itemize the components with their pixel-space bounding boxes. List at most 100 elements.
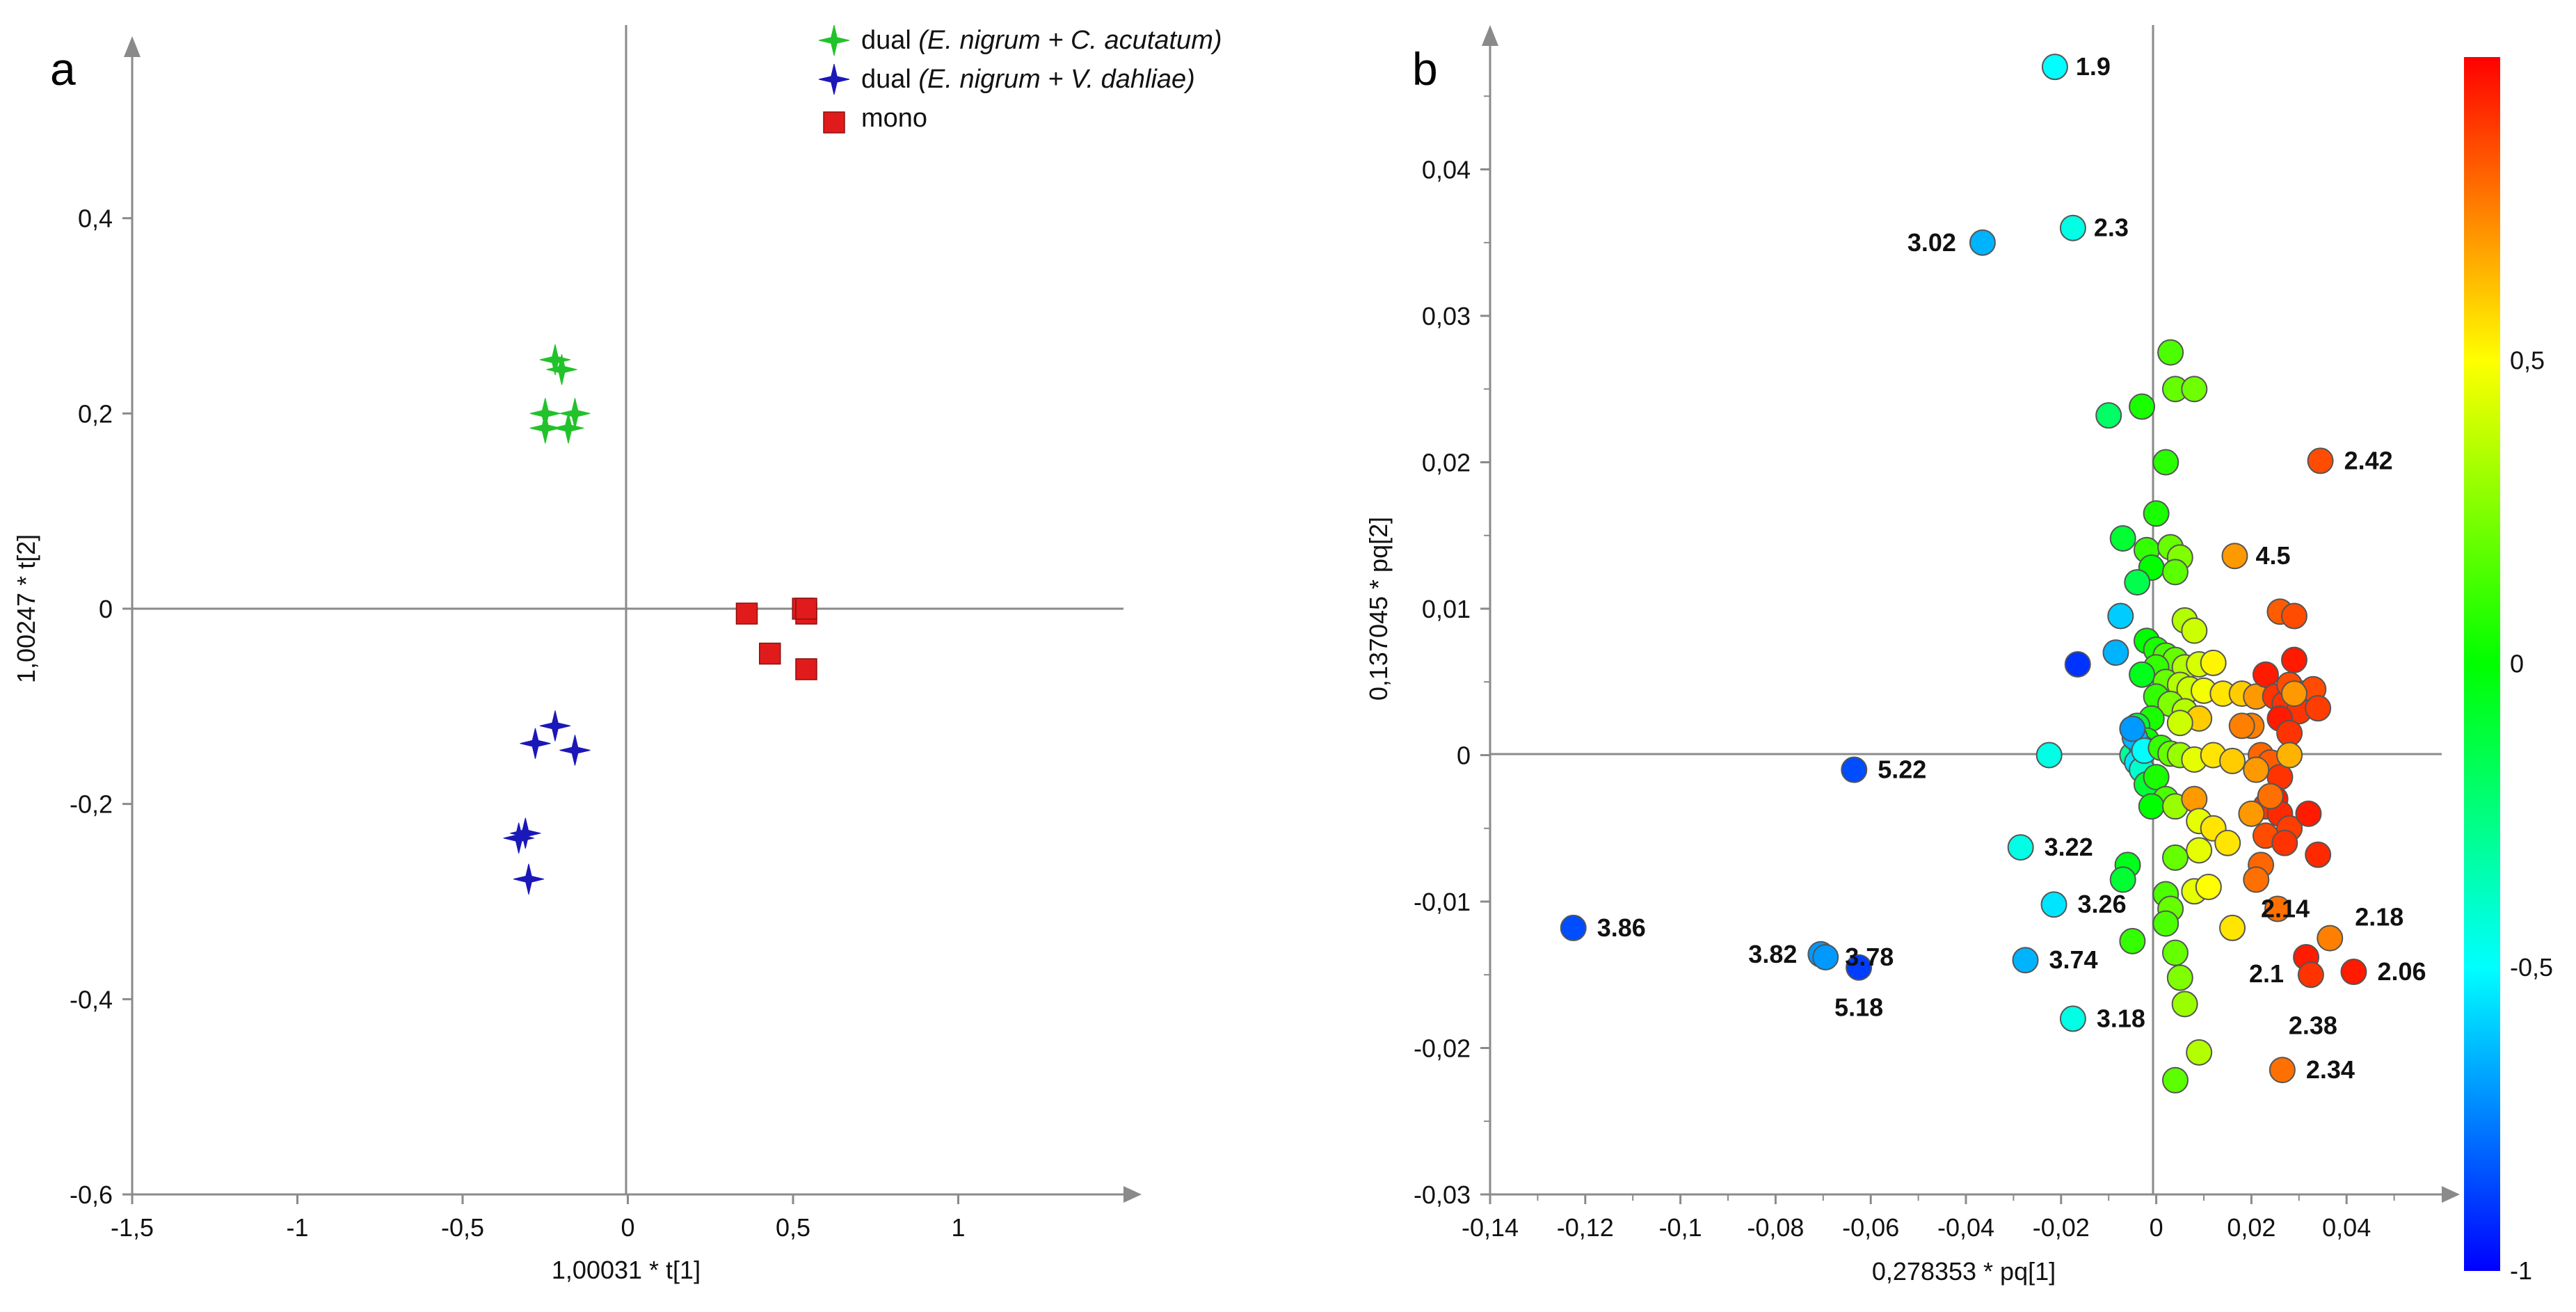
- y-axis-label-a: 1,00247 * t[2]: [12, 534, 40, 683]
- data-point-b: [2195, 873, 2222, 900]
- point-labels-b: 1.9 2.3 3.02 2.42 4.5 5.22 3.22 3.26 3.86 3.82 3.7…: [1597, 52, 2426, 1084]
- labeled-point-b: [2269, 1057, 2296, 1084]
- data-point-b: [2280, 680, 2307, 707]
- x-tick-label-b: -0,12: [1557, 1213, 1614, 1242]
- data-point-b: [2166, 964, 2193, 991]
- data-point-a: [520, 728, 551, 759]
- data-point-b: [2161, 844, 2189, 871]
- labeled-point-b: [2041, 54, 2068, 81]
- x-tick-label-a: -1,5: [111, 1213, 154, 1242]
- y-tick-label-a: -0,4: [70, 985, 113, 1014]
- data-point-a: [559, 398, 591, 429]
- point-label-b: 5.18: [1834, 993, 1883, 1022]
- data-point-b: [2305, 695, 2332, 722]
- x-tick-label-a: 0,5: [776, 1213, 810, 1242]
- labeled-point-b: [2264, 895, 2291, 922]
- point-label-b: 2.42: [2344, 446, 2393, 474]
- data-point-b: [2095, 402, 2122, 429]
- y-tick-label-a: 0,2: [78, 399, 113, 428]
- data-point-b: [2157, 339, 2184, 366]
- point-label-b: 3.26: [2078, 890, 2127, 918]
- point-label-b: 2.18: [2355, 903, 2403, 931]
- point-label-b: 3.86: [1597, 913, 1646, 942]
- legend-label-mono: mono: [861, 104, 927, 133]
- x-tick-label-b: -0,14: [1462, 1213, 1519, 1242]
- point-label-b: 2.1: [2249, 959, 2284, 988]
- point-label-b: 2.14: [2261, 895, 2310, 923]
- panel-b: b -0,14 -0,12 -0,1 -0,08 -0,06 -0,04 -0,02 0 0,0…: [1364, 25, 2553, 1286]
- data-point-a: [513, 863, 545, 895]
- data-point-b: [2181, 785, 2208, 813]
- point-label-b: 3.22: [2045, 833, 2093, 861]
- data-point-b: [2171, 991, 2198, 1018]
- legend-item-mono: mono: [823, 104, 927, 134]
- x-axis-label-b: 0,278353 * pq[1]: [1872, 1257, 2056, 1286]
- labeled-point-b: [2040, 891, 2067, 918]
- data-point-a: [539, 710, 571, 742]
- point-label-b: 2.38: [2289, 1011, 2337, 1039]
- data-point-a: [503, 822, 534, 854]
- point-label-b: 3.78: [1845, 943, 1894, 971]
- colorbar: [2464, 57, 2500, 1271]
- panel-letter-a: a: [50, 43, 76, 95]
- labeled-point-b: [2297, 961, 2324, 989]
- point-label-b: 2.3: [2094, 214, 2129, 242]
- data-point-a: [546, 354, 577, 385]
- x-tick-label-b: 0: [2150, 1213, 2163, 1242]
- data-point-b: [2181, 376, 2208, 403]
- data-point-b: [2252, 661, 2279, 688]
- point-label-b: 1.9: [2076, 52, 2111, 81]
- y-axis-arrow-a: [124, 36, 141, 57]
- data-point-b: [2129, 661, 2156, 688]
- point-label-b: 2.06: [2377, 957, 2426, 986]
- point-label-b: 3.74: [2049, 945, 2098, 974]
- y-tick-label-a: 0,4: [78, 205, 113, 233]
- labeled-point-b: [2317, 925, 2344, 952]
- data-point-b: [2219, 914, 2246, 941]
- data-point-a: [759, 642, 781, 665]
- data-point-b: [2138, 793, 2165, 820]
- x-tick-label-b: 0,04: [2322, 1213, 2371, 1242]
- data-point-a: [795, 658, 817, 680]
- data-point-b: [2119, 927, 2146, 954]
- data-point-b: [2243, 866, 2270, 893]
- data-point-b: [2102, 639, 2129, 666]
- data-point-b: [2305, 841, 2332, 868]
- data-point-a: [529, 413, 561, 444]
- panel-a: a -1,5 -1 -0,5 0 0,5 1 -0,6 -0,4 -0,2 0 0,2 0,4 1,…: [12, 24, 1222, 1284]
- x-axis-arrow-b: [2442, 1186, 2460, 1203]
- point-label-b: 3.02: [1907, 228, 1956, 257]
- colorbar-tick-label: -1: [2510, 1256, 2532, 1285]
- y-tick-label-b: 0,03: [1422, 302, 1471, 330]
- legend-item-acutatum: dual (E. nigrum + C. acutatum): [818, 24, 1222, 56]
- data-point-a: [735, 602, 758, 625]
- x-axis-label-a: 1,00031 * t[1]: [552, 1256, 701, 1284]
- y-tick-label-b: 0,04: [1422, 156, 1471, 184]
- y-tick-label-b: 0,02: [1422, 449, 1471, 477]
- data-point-b: [2243, 756, 2270, 783]
- data-point-b: [2280, 602, 2307, 630]
- labeled-point-b: [2340, 959, 2367, 986]
- x-tick-label-b: -0,1: [1659, 1213, 1702, 1242]
- colorbar-ticks: 0,5 0 -0,5 -1: [2510, 346, 2553, 1285]
- x-tick-label-b: -0,02: [2033, 1213, 2090, 1242]
- x-axis-arrow-a: [1123, 1186, 1142, 1203]
- labeled-point-b: [2012, 947, 2039, 974]
- point-label-b: 4.5: [2255, 541, 2290, 570]
- colorbar-tick-label: 0: [2510, 650, 2524, 678]
- y-axis-label-b: 0,137045 * pq[2]: [1364, 517, 1393, 701]
- colorbar-tick-label: -0,5: [2510, 953, 2553, 982]
- y-tick-label-a: -0,6: [70, 1181, 113, 1209]
- data-point-b: [2129, 393, 2156, 420]
- legend-label-dahliae: dual (E. nigrum + V. dahliae): [861, 65, 1195, 94]
- data-point-b: [2107, 602, 2134, 630]
- labeled-point-b: [2007, 834, 2034, 861]
- data-point-b: [2295, 800, 2322, 827]
- legend-a: dual (E. nigrum + C. acutatum) dual (E. …: [818, 24, 1222, 134]
- point-label-b: 5.22: [1878, 755, 1926, 784]
- x-tick-label-a: -0,5: [441, 1213, 484, 1242]
- points-b: [1560, 54, 2367, 1094]
- y-tick-label-b: -0,02: [1414, 1034, 1471, 1063]
- data-point-b: [2161, 559, 2189, 586]
